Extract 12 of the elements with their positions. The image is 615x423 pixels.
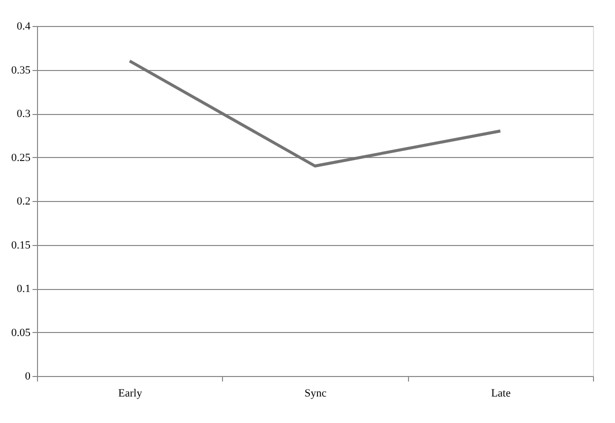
y-tick-label: 0.4 — [16, 20, 31, 32]
y-tick-label: 0.35 — [11, 64, 31, 76]
x-tick-label: Late — [491, 388, 511, 400]
y-tick-label: 0.1 — [16, 283, 30, 295]
y-tick-label: 0.2 — [16, 196, 30, 208]
x-tick-label: Sync — [304, 388, 327, 400]
x-tick-label: Early — [118, 388, 143, 400]
y-tick-label: 0.25 — [11, 152, 31, 164]
y-tick-label: 0.05 — [11, 326, 31, 339]
y-tick-label: 0.15 — [11, 239, 31, 252]
y-tick-label: 0.3 — [16, 108, 31, 120]
y-tick-label: 0 — [25, 370, 31, 382]
